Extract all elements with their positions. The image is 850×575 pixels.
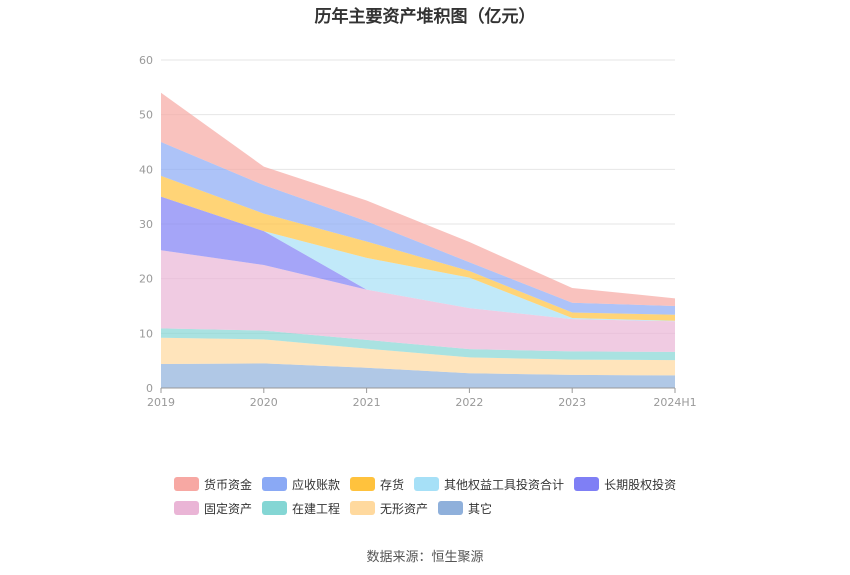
y-tick-label-0: 0 bbox=[146, 382, 153, 395]
legend-swatch-other bbox=[438, 501, 464, 515]
x-tick-label-2: 2021 bbox=[353, 396, 381, 409]
y-tick-label-10: 10 bbox=[139, 327, 153, 340]
area-series-3 bbox=[161, 250, 675, 352]
legend-item-construction[interactable]: 在建工程 bbox=[262, 500, 340, 517]
legend-label-intangibles: 无形资产 bbox=[380, 501, 429, 516]
x-tick-label-3: 2022 bbox=[455, 396, 483, 409]
area-series-0 bbox=[161, 363, 675, 388]
y-tick-label-20: 20 bbox=[139, 273, 153, 286]
area-series-1 bbox=[161, 337, 675, 376]
chart-title: 历年主要资产堆积图（亿元） bbox=[314, 7, 536, 27]
legend-item-other[interactable]: 其它 bbox=[438, 500, 492, 517]
legend-label-fixed-assets: 固定资产 bbox=[204, 501, 253, 516]
legend-item-long-term-equity[interactable]: 长期股权投资 bbox=[574, 476, 676, 493]
legend-swatch-inventory bbox=[350, 477, 376, 491]
x-tick-label-1: 2020 bbox=[250, 396, 278, 409]
x-tick-label-4: 2023 bbox=[558, 396, 586, 409]
legend-label-cash: 货币资金 bbox=[204, 477, 253, 492]
y-tick-label-40: 40 bbox=[139, 163, 153, 176]
legend-item-fixed-assets[interactable]: 固定资产 bbox=[174, 500, 252, 517]
y-tick-label-30: 30 bbox=[139, 218, 153, 231]
legend-label-other: 其它 bbox=[468, 501, 493, 516]
legend-row-2: 固定资产 在建工程 无形资产 其它 bbox=[174, 496, 714, 520]
stacked-area-chart: 0 10 20 30 40 50 60 2019 2020 2021 2022 2023 2024H1 bbox=[139, 54, 697, 409]
legend-item-cash[interactable]: 货币资金 bbox=[174, 476, 252, 493]
legend-label-equity-investments: 其他权益工具投资合计 bbox=[444, 477, 565, 492]
legend-swatch-fixed-assets bbox=[174, 501, 199, 515]
x-tick-label-5: 2024H1 bbox=[653, 396, 696, 409]
legend: 货币资金 应收账款 存货 其他权益工具投资合计 长期股权投资 固定资产 在建工程 bbox=[174, 472, 714, 520]
y-tick-label-50: 50 bbox=[139, 109, 153, 122]
source-note: 数据来源：恒生聚源 bbox=[366, 550, 484, 565]
legend-swatch-construction bbox=[262, 501, 288, 515]
legend-swatch-receivables bbox=[262, 477, 288, 491]
legend-item-receivables[interactable]: 应收账款 bbox=[262, 476, 340, 493]
area-series-4 bbox=[161, 196, 675, 322]
area-series-5 bbox=[161, 196, 675, 322]
legend-label-long-term-equity: 长期股权投资 bbox=[604, 477, 677, 492]
legend-swatch-intangibles bbox=[350, 501, 376, 515]
legend-item-equity-investments[interactable]: 其他权益工具投资合计 bbox=[414, 476, 564, 493]
legend-label-construction: 在建工程 bbox=[292, 501, 341, 516]
legend-row-1: 货币资金 应收账款 存货 其他权益工具投资合计 长期股权投资 bbox=[174, 472, 714, 496]
legend-label-receivables: 应收账款 bbox=[292, 477, 341, 492]
legend-item-intangibles[interactable]: 无形资产 bbox=[350, 500, 428, 517]
legend-swatch-equity-investments bbox=[414, 477, 440, 491]
legend-swatch-cash bbox=[174, 477, 199, 491]
x-tick-label-0: 2019 bbox=[147, 396, 175, 409]
area-series-2 bbox=[161, 328, 675, 361]
legend-swatch-long-term-equity bbox=[574, 477, 600, 491]
legend-item-inventory[interactable]: 存货 bbox=[350, 476, 404, 493]
legend-label-inventory: 存货 bbox=[380, 477, 405, 492]
y-tick-label-60: 60 bbox=[139, 54, 153, 67]
